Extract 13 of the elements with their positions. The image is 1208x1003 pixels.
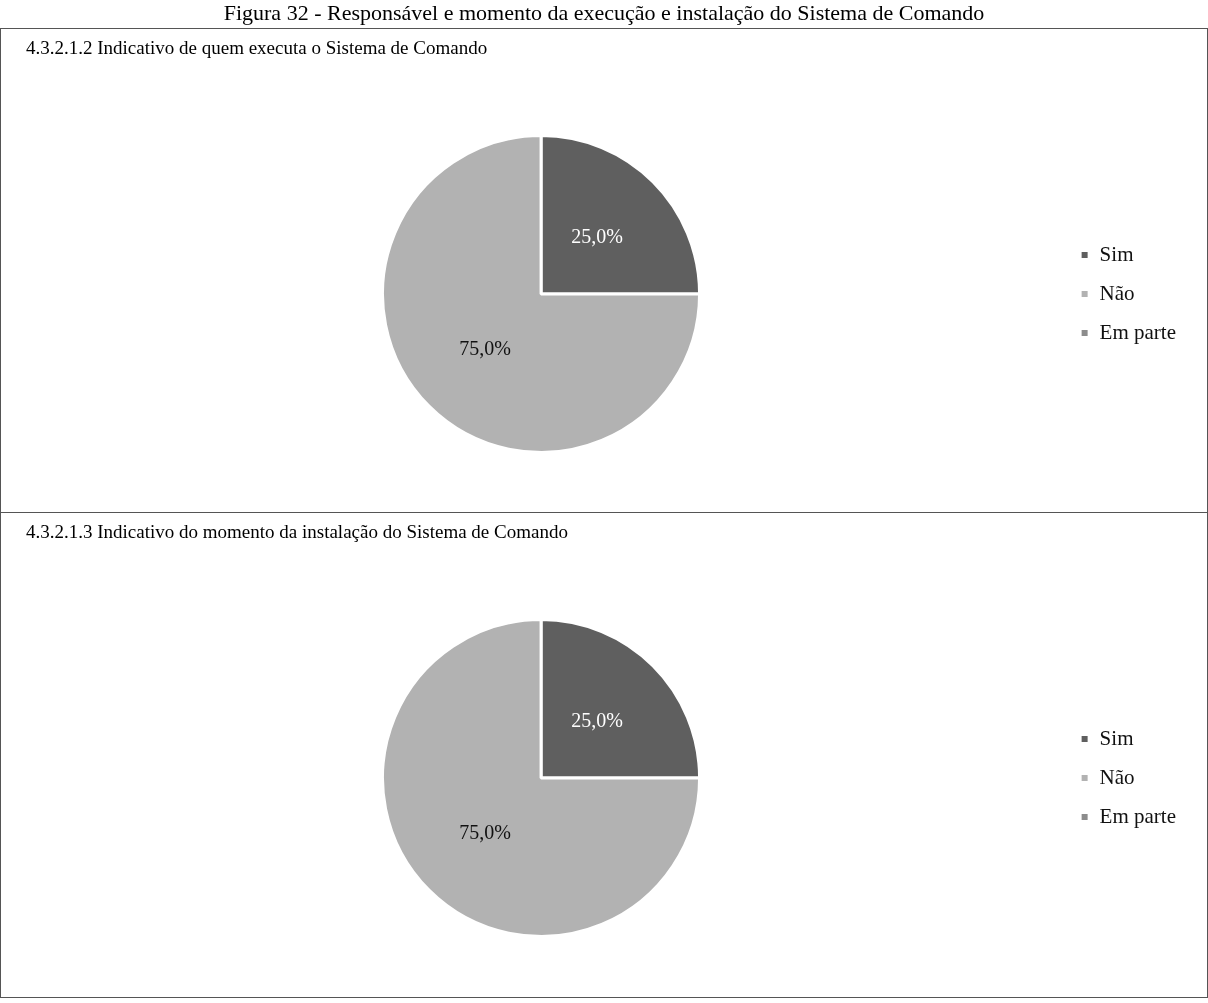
data-label: 75,0% bbox=[459, 337, 511, 360]
legend-label: Sim bbox=[1099, 725, 1134, 750]
chart-title: 4.3.2.1.3 Indicativo do momento da instalação do Sistema de Comando bbox=[25, 520, 569, 544]
legend-label: Não bbox=[1099, 764, 1135, 789]
legend-label: Em parte bbox=[1099, 803, 1177, 828]
text: Figura 32 - Responsável e momento da execução e instalação do Sistema de Comando bbox=[222, 0, 986, 27]
data-label: 75,0% bbox=[459, 821, 511, 844]
legend-label: Sim bbox=[1099, 241, 1134, 266]
data-label: 25,0% bbox=[571, 709, 623, 732]
legend-label: Não bbox=[1099, 280, 1135, 305]
chart-title: 4.3.2.1.2 Indicativo de quem executa o Sistema de Comando bbox=[25, 36, 489, 60]
data-label: 25,0% bbox=[571, 225, 623, 248]
legend-label: Em parte bbox=[1099, 319, 1177, 344]
